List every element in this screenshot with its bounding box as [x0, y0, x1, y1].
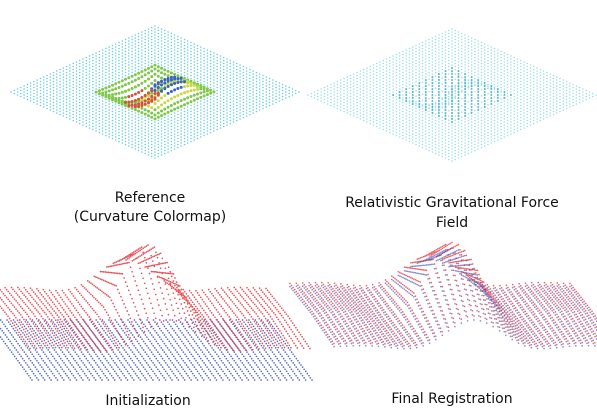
caption: Initialization [105, 393, 190, 409]
caption: Relativistic Gravitational Force [345, 195, 559, 211]
surface-points [152, 77, 185, 94]
caption: (Curvature Colormap) [74, 209, 226, 225]
surface-points [126, 90, 159, 107]
caption: Field [436, 215, 468, 231]
field-points [393, 68, 511, 122]
figure: Reference (Curvature Colormap) Relativis… [0, 0, 597, 412]
mesh-points [0, 245, 310, 351]
surface-points [142, 81, 198, 108]
surface-points [96, 65, 214, 119]
caption: Final Registration [391, 391, 512, 407]
caption: Reference [115, 190, 186, 206]
page: Reference (Curvature Colormap) Relativis… [0, 0, 597, 412]
